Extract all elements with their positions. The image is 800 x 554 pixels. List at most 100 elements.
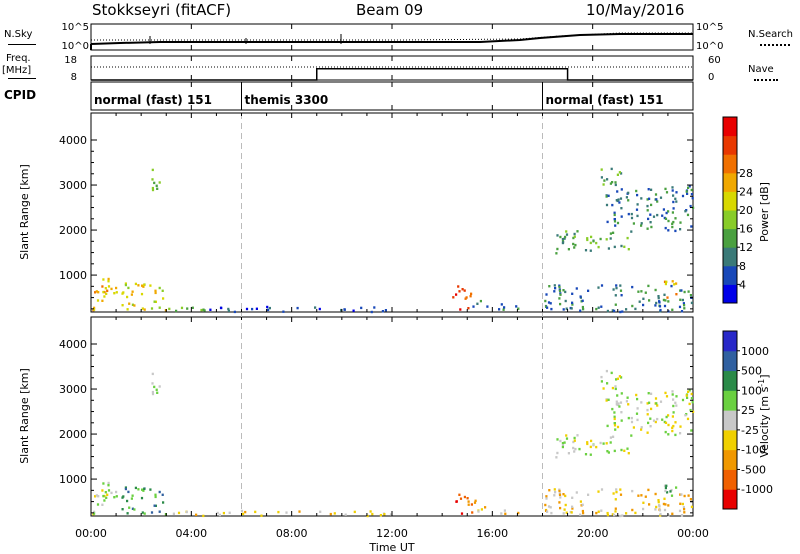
- velocity-cbar-tick-5: -100: [741, 444, 766, 457]
- nsearch-line: [760, 44, 790, 46]
- heat-region-3: [172, 509, 393, 518]
- nsky-label: N.Sky: [4, 29, 33, 40]
- nave-ytick-hi: 60: [708, 55, 721, 66]
- station-title: Stokkseyri (fitACF): [92, 1, 232, 19]
- velocity-cbar-swatch-8: [723, 331, 737, 352]
- ytick-label-3: 4000: [59, 338, 87, 351]
- velocity-cbar-tick-3: 25: [741, 404, 755, 417]
- heat-region-0: [92, 277, 118, 312]
- velocity-colorbar: 1000 500 100 25 -25 -100 -500 -1000: [722, 330, 773, 510]
- velocity-cbar-swatch-5: [723, 390, 737, 411]
- xtick-label-0: 00:00: [75, 527, 107, 540]
- power-cbar-swatch-0: [723, 284, 737, 304]
- heat-region-7: [555, 230, 633, 255]
- nave-label: Nave: [748, 64, 774, 75]
- power-cbar-swatch-5: [723, 191, 737, 211]
- velocity-cbar-swatch-0: [723, 489, 737, 510]
- heat-region-6: [472, 299, 520, 311]
- beam-title: Beam 09: [356, 1, 424, 19]
- power-yaxis-label: Slant Range [km]: [18, 164, 31, 260]
- heat-region-9: [544, 488, 693, 518]
- nave-line: [754, 79, 778, 81]
- power-cbar-swatch-8: [723, 135, 737, 155]
- velocity-panel-frame: [90, 316, 694, 517]
- velocity-cbar-tick-7: -1000: [741, 483, 773, 496]
- date-title: 10/May/2016: [586, 1, 685, 19]
- heat-region-11: [663, 280, 678, 299]
- ytick-label-1: 2000: [59, 428, 87, 441]
- xaxis-label: Time UT: [368, 541, 414, 554]
- power-colorbar: 4 8 12 16 20 24 28: [722, 116, 753, 304]
- freq-ytick-hi: 18: [64, 55, 77, 66]
- velocity-cbar-swatch-4: [723, 410, 737, 431]
- power-cbar-tick-6: 28: [739, 167, 753, 180]
- ytick-label-0: 1000: [59, 269, 87, 282]
- ytick-label-2: 3000: [59, 179, 87, 192]
- nsearch-trace: [91, 32, 693, 41]
- freq-ytick-lo: 8: [71, 72, 77, 83]
- velocity-cbar-tick-4: -25: [741, 424, 759, 437]
- ytick-label-0: 1000: [59, 473, 87, 486]
- heat-region-8: [600, 369, 623, 391]
- power-cbar-tick-2: 12: [739, 241, 753, 254]
- power-cbar-tick-3: 16: [739, 223, 753, 236]
- heat-region-6: [555, 434, 633, 459]
- power-cbar-tick-5: 24: [739, 185, 753, 198]
- freq-unit: [MHz]: [2, 65, 32, 76]
- velocity-cbar-tick-0: 1000: [741, 345, 769, 358]
- velocity-colorbar-label: Velocity [m s-1]: [757, 374, 771, 457]
- velocity-cbar-swatch-3: [723, 429, 737, 451]
- ytick-label-1: 2000: [59, 224, 87, 237]
- power-data: [92, 167, 695, 314]
- heat-region-1: [121, 282, 167, 312]
- nave-ytick-lo: 0: [708, 72, 714, 83]
- velocity-cbar-swatch-7: [723, 350, 737, 372]
- heat-region-5: [477, 506, 520, 515]
- velocity-cbar-swatch-1: [723, 469, 737, 490]
- power-panel-frame: [90, 112, 694, 313]
- velocity-cbar-swatch-6: [723, 370, 737, 391]
- xtick-label-1: 04:00: [175, 527, 207, 540]
- cpid-segment-0: normal (fast) 151: [94, 93, 212, 107]
- xtick-label-6: 00:00: [677, 527, 709, 540]
- heat-region-10: [663, 484, 678, 497]
- xtick-label-2: 08:00: [276, 527, 308, 540]
- noise-ytick-left-lo: 10^0: [62, 41, 89, 52]
- ytick-label-3: 4000: [59, 134, 87, 147]
- xtick-label-5: 20:00: [577, 527, 609, 540]
- velocity-cbar-tick-1: 500: [741, 365, 762, 378]
- velocity-cbar-tick-2: 100: [741, 384, 762, 397]
- power-cbar-tick-0: 4: [739, 278, 746, 291]
- heat-region-2: [151, 372, 161, 396]
- heat-region-3: [168, 306, 206, 313]
- heat-region-7: [605, 389, 695, 437]
- cpid-segment-1: themis 3300: [245, 93, 329, 107]
- power-cbar-swatch-6: [723, 172, 737, 192]
- power-cbar-swatch-7: [723, 154, 737, 174]
- heat-region-5: [452, 285, 473, 311]
- heat-region-4: [209, 305, 387, 314]
- ytick-label-2: 3000: [59, 383, 87, 396]
- noise-ytick-right-lo: 10^0: [696, 41, 723, 52]
- nave-trace: [91, 68, 693, 81]
- freq-line: [8, 78, 36, 79]
- heat-region-8: [605, 185, 695, 233]
- power-cbar-swatch-2: [723, 247, 737, 267]
- nsearch-label: N.Search: [748, 29, 794, 40]
- heat-region-1: [121, 486, 167, 516]
- freq-label: Freq.: [6, 53, 31, 64]
- power-cbar-swatch-4: [723, 210, 737, 230]
- velocity-yaxis-label: Slant Range [km]: [18, 368, 31, 464]
- nsky-line: [8, 44, 36, 45]
- heat-region-2: [151, 168, 161, 192]
- velocity-cbar-tick-6: -500: [741, 463, 766, 476]
- power-cbar-swatch-3: [723, 228, 737, 248]
- xtick-label-3: 12:00: [376, 527, 408, 540]
- cpid-segment-2: normal (fast) 151: [546, 93, 664, 107]
- power-cbar-tick-4: 20: [739, 204, 753, 217]
- cpid-label: CPID: [4, 88, 37, 102]
- heat-region-9: [600, 167, 623, 187]
- power-colorbar-label: Power [dB]: [758, 182, 771, 242]
- power-cbar-tick-1: 8: [739, 260, 746, 273]
